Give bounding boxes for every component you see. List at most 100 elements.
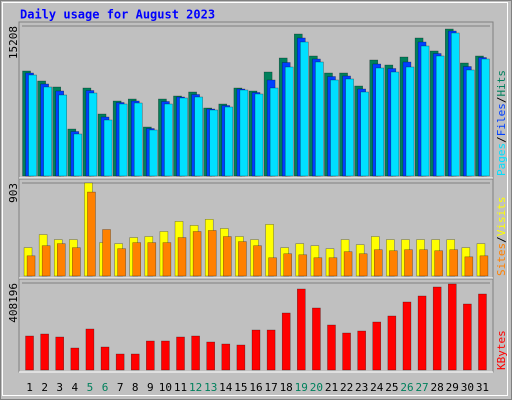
bar — [342, 332, 351, 371]
bar — [87, 191, 96, 277]
bar — [236, 344, 246, 371]
x-tick-label: 9 — [147, 381, 154, 394]
frame-inner — [2, 2, 508, 396]
x-tick-label: 7 — [117, 381, 124, 394]
bar — [56, 243, 66, 277]
x-tick-label: 1 — [26, 381, 33, 394]
bar — [221, 343, 231, 371]
bar — [343, 251, 353, 277]
x-tick-label: 15 — [234, 381, 247, 394]
bar — [25, 335, 34, 371]
bar — [300, 41, 309, 177]
bar — [28, 74, 37, 177]
bar — [58, 94, 67, 177]
bar — [375, 67, 385, 177]
bar — [328, 257, 338, 277]
bar — [481, 58, 490, 177]
bar — [223, 236, 232, 277]
bar — [451, 32, 460, 177]
legend-entry: Hits — [495, 70, 508, 97]
bar — [254, 93, 264, 177]
bar — [102, 229, 111, 277]
bar — [118, 103, 128, 177]
bar — [327, 324, 336, 371]
bar — [147, 242, 157, 277]
x-tick-label: 13 — [204, 381, 217, 394]
bar — [463, 303, 472, 371]
bar — [149, 129, 158, 177]
x-tick-label: 6 — [102, 381, 109, 394]
bar — [268, 257, 277, 277]
legend-entry: KBytes — [495, 330, 508, 370]
legend: Pages/Files/Hits — [495, 70, 508, 176]
bar — [179, 97, 188, 177]
y-tick-label: 408196 — [7, 283, 20, 323]
bar — [417, 295, 427, 371]
x-tick-label: 20 — [310, 381, 323, 394]
x-tick-label: 11 — [174, 381, 187, 394]
bar — [115, 353, 125, 371]
legend-entry: Pages — [495, 143, 508, 176]
x-tick-label: 21 — [325, 381, 338, 394]
bar — [251, 329, 261, 371]
legend-entry: Visits — [495, 197, 508, 237]
x-tick-label: 23 — [355, 381, 368, 394]
bar — [435, 55, 445, 177]
bar — [162, 242, 172, 277]
y-tick-label: 903 — [7, 183, 20, 203]
bar — [194, 96, 203, 177]
bar — [239, 89, 249, 177]
bar — [177, 237, 187, 277]
legend-entry: Files — [495, 103, 508, 136]
bar — [283, 253, 292, 277]
bar — [313, 257, 323, 277]
bar — [132, 242, 141, 277]
bar — [117, 248, 126, 277]
bar — [176, 336, 185, 371]
bar — [253, 245, 262, 277]
bar — [419, 249, 428, 277]
bar — [73, 133, 83, 177]
bar — [405, 66, 415, 177]
y-tick-label: 15208 — [7, 26, 20, 59]
bar — [360, 91, 369, 177]
legend-separator: / — [495, 236, 508, 243]
legend: KBytes — [495, 330, 508, 370]
bar — [281, 312, 291, 371]
x-tick-label: 28 — [431, 381, 444, 394]
bar — [372, 321, 382, 371]
chart-title: Daily usage for August 2023 — [20, 8, 215, 22]
x-tick-label: 14 — [219, 381, 233, 394]
x-tick-label: 2 — [41, 381, 48, 394]
bar — [390, 71, 400, 177]
bar — [464, 256, 474, 277]
legend-entry: Sites — [495, 243, 508, 276]
x-tick-label: 29 — [446, 381, 459, 394]
bar — [374, 249, 383, 277]
x-tick-label: 25 — [385, 381, 398, 394]
bar — [449, 249, 459, 277]
bar — [88, 92, 98, 177]
bar — [85, 328, 95, 371]
bar — [26, 255, 36, 277]
x-tick-label: 19 — [295, 381, 308, 394]
bar — [238, 241, 247, 277]
bar — [70, 347, 80, 371]
bar — [40, 333, 49, 371]
bar — [297, 288, 306, 371]
bar — [55, 336, 64, 371]
x-tick-label: 8 — [132, 381, 139, 394]
bar — [103, 119, 113, 177]
x-tick-label: 22 — [340, 381, 353, 394]
bar — [330, 79, 339, 177]
bar — [191, 335, 200, 371]
bar — [387, 315, 397, 371]
bar — [209, 109, 218, 177]
bar — [192, 231, 202, 277]
bar — [130, 353, 140, 371]
bar — [72, 247, 81, 277]
bar — [478, 293, 487, 371]
legend: Sites/Visits — [495, 197, 508, 277]
bar — [315, 61, 324, 177]
bar — [43, 86, 52, 177]
